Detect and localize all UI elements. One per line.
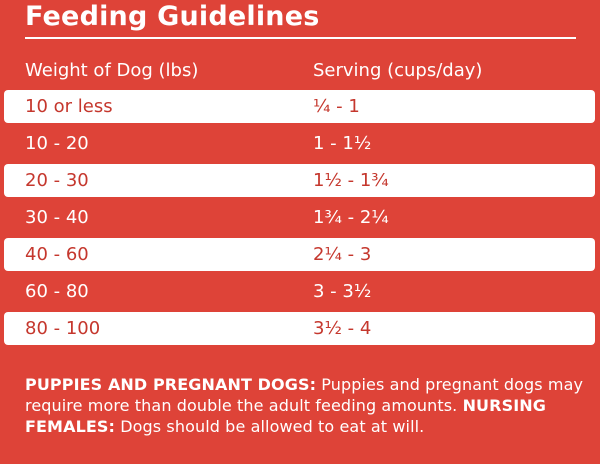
serving-cell: 1½ - 1¾	[313, 170, 389, 191]
weight-cell: 20 - 30	[25, 170, 89, 191]
weight-cell: 10 - 20	[25, 133, 89, 154]
column-header-weight: Weight of Dog (lbs)	[25, 60, 199, 81]
puppies-label: PUPPIES AND PREGNANT DOGS:	[25, 375, 317, 394]
title-divider	[25, 37, 576, 39]
puppies-text: Puppies and pregnant dogs may require mo…	[25, 375, 584, 415]
serving-cell: ¼ - 1	[313, 96, 360, 117]
table-row: 30 - 40 1¾ - 2¼	[0, 201, 600, 234]
weight-cell: 60 - 80	[25, 281, 89, 302]
serving-cell: 3½ - 4	[313, 318, 372, 339]
table-row: 60 - 80 3 - 3½	[0, 275, 600, 308]
serving-cell: 2¼ - 3	[313, 244, 372, 265]
weight-cell: 40 - 60	[25, 244, 89, 265]
feeding-table: 10 or less ¼ - 1 10 - 20 1 - 1½ 20 - 30 …	[0, 90, 600, 349]
serving-cell: 1 - 1½	[313, 133, 372, 154]
column-header-serving: Serving (cups/day)	[313, 60, 483, 81]
table-header: Weight of Dog (lbs) Serving (cups/day)	[0, 58, 600, 84]
nursing-text: Dogs should be allowed to eat at will.	[115, 417, 425, 436]
weight-cell: 80 - 100	[25, 318, 101, 339]
table-row: 20 - 30 1½ - 1¾	[4, 164, 595, 197]
feeding-note: PUPPIES AND PREGNANT DOGS: Puppies and p…	[25, 374, 585, 437]
weight-cell: 30 - 40	[25, 207, 89, 228]
serving-cell: 3 - 3½	[313, 281, 372, 302]
nursing-label: NURSING FEMALES:	[25, 396, 546, 436]
table-row: 80 - 100 3½ - 4	[4, 312, 595, 345]
page-title: Feeding Guidelines	[25, 1, 320, 32]
table-row: 10 - 20 1 - 1½	[0, 127, 600, 160]
serving-cell: 1¾ - 2¼	[313, 207, 389, 228]
table-row: 40 - 60 2¼ - 3	[4, 238, 595, 271]
weight-cell: 10 or less	[25, 96, 113, 117]
table-row: 10 or less ¼ - 1	[4, 90, 595, 123]
